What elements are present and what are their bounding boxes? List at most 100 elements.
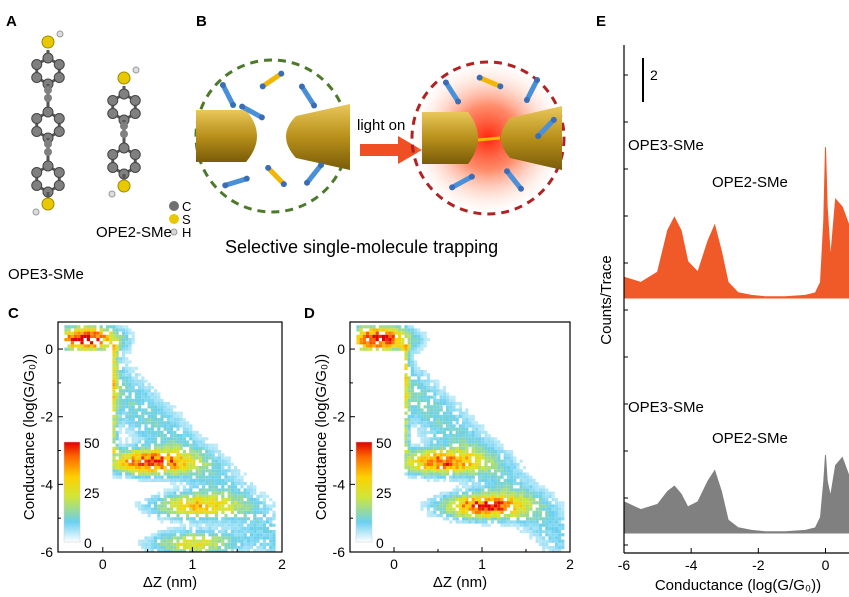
heatmap-cell [163,466,167,470]
heatmap-cell [382,328,386,332]
heatmap-cell [221,510,225,514]
heatmap-cell [141,475,145,479]
colorbar-tick-label: 50 [84,435,100,451]
heatmap-cell [433,478,437,482]
heatmap-cell [548,510,552,514]
heatmap-cell [112,376,116,380]
heatmap-cell [150,478,154,482]
heatmap-cell [173,520,177,524]
heatmap-cell [529,475,533,479]
heatmap-cell [115,430,119,434]
heatmap-cell [134,501,138,505]
heatmap-cell [442,475,446,479]
heatmap-cell [420,430,424,434]
heatmap-cell [134,456,138,460]
heatmap-cell [266,536,270,540]
heatmap-cell [407,354,411,358]
heatmap-cell [112,395,116,399]
heatmap-cell [141,379,145,383]
heatmap-cell [176,507,180,511]
heatmap-cell [208,498,212,502]
heatmap-cell [516,510,520,514]
heatmap-cell [404,430,408,434]
heatmap-cell [436,405,440,409]
heatmap-cell [484,504,488,508]
heatmap-cell [163,549,167,553]
heatmap-cell [218,462,222,466]
heatmap-cell [519,498,523,502]
heatmap-cell [170,526,174,530]
carbon-atom [107,149,119,160]
heatmap-cell [490,478,494,482]
heatmap-cell [478,430,482,434]
heatmap-cell [542,549,546,553]
heatmap-cell [481,523,485,527]
heatmap-cell [67,334,71,338]
heatmap-cell [398,338,402,342]
heatmap-cell [529,482,533,486]
heatmap-cell [144,539,148,543]
heatmap-cell [487,456,491,460]
heatmap-cell [272,501,276,505]
heatmap-cell [163,536,167,540]
heatmap-cell [484,472,488,476]
heatmap-cell [134,459,138,463]
heatmap-cell [214,469,218,473]
heatmap-cell [465,469,469,473]
heatmap-cell [458,408,462,412]
heatmap-cell [138,430,142,434]
heatmap-cell [558,504,562,508]
heatmap-cell [211,517,215,521]
heatmap-cell [262,501,266,505]
heatmap-cell [449,411,453,415]
heatmap-cell [404,440,408,444]
heatmap-cell [138,398,142,402]
heatmap-cell [490,475,494,479]
heatmap-cell [256,549,260,553]
heatmap-cell [414,370,418,374]
heatmap-cell [221,539,225,543]
heatmap-cell [118,398,122,402]
heatmap-cell [240,475,244,479]
heatmap-cell [240,533,244,537]
heatmap-cell [500,446,504,450]
heatmap-cell [157,446,161,450]
carbon-atom [31,72,43,83]
heatmap-cell [426,389,430,393]
heatmap-cell [522,520,526,524]
heatmap-cell [269,546,273,550]
heatmap-cell [442,411,446,415]
heatmap-cell [439,491,443,495]
heatmap-cell [494,501,498,505]
heatmap-cell [369,334,373,338]
heatmap-cell [83,347,87,351]
heatmap-cell [134,398,138,402]
heatmap-cell [115,334,119,338]
heatmap-cell [481,510,485,514]
heatmap-cell [561,523,565,527]
heatmap-cell [436,386,440,390]
heatmap-cell [115,366,119,370]
heatmap-cell [436,430,440,434]
heatmap-cell [529,536,533,540]
heatmap-cell [160,498,164,502]
heatmap-cell [439,494,443,498]
heatmap-cell [234,504,238,508]
heatmap-cell [224,482,228,486]
heatmap-cell [558,501,562,505]
heatmap-cell [468,456,472,460]
heatmap-cell [272,510,276,514]
heatmap-cell [398,334,402,338]
heatmap-cell [471,462,475,466]
heatmap-cell [102,334,106,338]
heatmap-cell [426,440,430,444]
heatmap-cell [166,453,170,457]
heatmap-cell [150,456,154,460]
heatmap-cell [118,437,122,441]
heatmap-cell [141,437,145,441]
heatmap-cell [481,450,485,454]
heatmap-cell [173,494,177,498]
heatmap-cell [86,344,90,348]
molecule [262,72,282,88]
heatmap-cell [426,450,430,454]
